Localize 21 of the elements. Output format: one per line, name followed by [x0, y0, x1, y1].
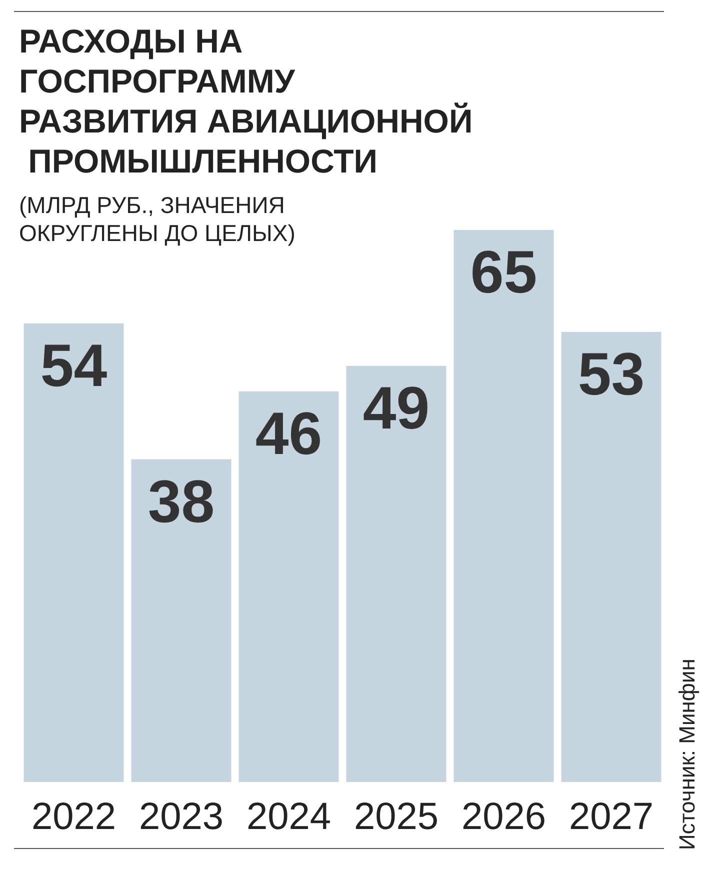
bar	[24, 323, 124, 782]
x-tick-label: 2023	[138, 796, 224, 838]
bar	[454, 230, 554, 782]
data-label: 65	[470, 238, 538, 306]
bar	[561, 332, 662, 782]
x-tick-label: 2022	[31, 796, 116, 838]
data-label: 49	[362, 374, 430, 442]
chart-title: РАСХОДЫ НА ГОСПРОГРАММУ РАЗВИТИЯ АВИАЦИОННОЙ ПРОМЫШЛЕННОСТИ	[19, 22, 473, 180]
data-label: 54	[40, 332, 108, 399]
chart-subtitle: (МЛРД РУБ., ЗНАЧЕНИЯ ОКРУГЛЕНЫ ДО ЦЕЛЫХ)	[19, 192, 296, 246]
x-tick-label: 2025	[354, 796, 439, 838]
x-tick-label: 2026	[461, 796, 546, 838]
x-tick-label: 2027	[568, 796, 654, 838]
bar	[238, 391, 339, 782]
bar	[346, 366, 446, 782]
x-tick-label: 2024	[246, 796, 332, 838]
data-label: 46	[255, 400, 322, 467]
text: Источник: Минфин	[674, 658, 700, 850]
data-label: 38	[148, 468, 215, 535]
data-label: 53	[578, 340, 645, 408]
bar	[131, 459, 232, 782]
